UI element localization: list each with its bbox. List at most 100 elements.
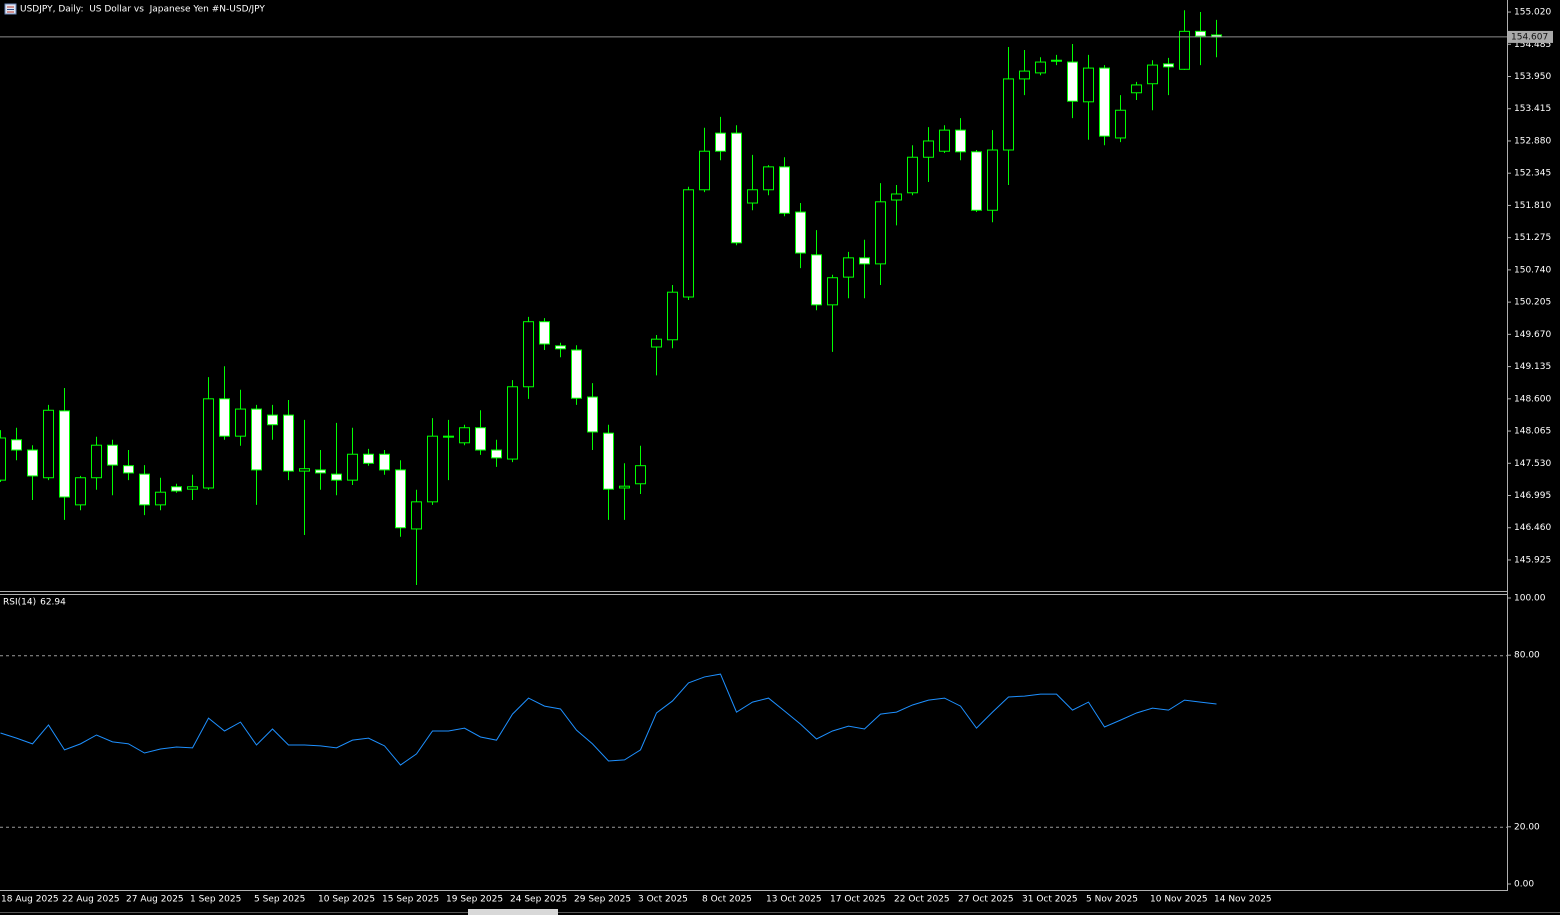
x-tick-label: 5 Nov 2025 [1086,895,1138,905]
x-tick-label: 13 Oct 2025 [766,895,822,905]
x-tick-label: 31 Oct 2025 [1022,895,1078,905]
candle-body [795,211,806,254]
candle-body [427,435,438,503]
candle-body [859,257,870,265]
candle-body [1115,109,1126,139]
candle-body [635,465,646,485]
x-tick-label: 17 Oct 2025 [830,895,886,905]
candle-body [1019,70,1030,80]
candle-body [491,449,502,459]
candle-body [923,140,934,158]
candle-body [1179,30,1190,70]
y-tick-label: 149.135 [1514,362,1551,372]
candle-body [571,349,582,399]
candle-body [715,132,726,152]
candle-body [203,398,214,489]
x-tick-label: 19 Sep 2025 [446,895,503,905]
y-tick-label: 80.00 [1514,651,1540,661]
y-tick-label: 150.205 [1514,298,1551,308]
candle-body [75,477,86,506]
indicator-name: RSI(14) [3,598,36,608]
candle-body [347,453,358,481]
y-tick-label: 149.670 [1514,330,1551,340]
candle-body [411,501,422,530]
x-tick-label: 10 Sep 2025 [318,895,375,905]
symbol-icon [4,3,17,15]
candle-body [155,491,166,506]
candle-body [955,129,966,153]
candle-body [875,201,886,265]
candle-body [331,473,342,481]
candle-body [251,408,262,471]
candle-body [475,427,486,451]
y-tick-label: 153.415 [1514,104,1551,114]
candle-body [747,189,758,204]
candle-body [1051,59,1062,62]
candle-body [1083,67,1094,103]
x-tick-label: 27 Aug 2025 [126,895,184,905]
x-tick-label: 1 Sep 2025 [190,895,241,905]
y-tick-label: 153.950 [1514,72,1551,82]
y-tick-label: 100.00 [1514,594,1546,604]
candle-body [299,468,310,472]
candle-body [1099,67,1110,137]
candle-body [283,414,294,472]
candle-body [827,277,838,306]
candle-body [843,257,854,278]
y-tick-label: 150.740 [1514,265,1551,275]
candle-body [1003,78,1014,151]
candle-body [667,291,678,341]
y-tick-label: 20.00 [1514,822,1540,832]
candle-body [891,193,902,201]
y-tick-label: 152.880 [1514,136,1551,146]
y-tick-label: 145.925 [1514,555,1551,565]
y-tick-label: 148.065 [1514,427,1551,437]
candle-body [1163,63,1174,68]
chart-title: USDJPY, Daily: US Dollar vs Japanese Yen… [20,5,265,15]
candle-body [507,386,518,460]
candle-body [811,254,822,306]
x-tick-label: 8 Oct 2025 [702,895,752,905]
candle-body [123,465,134,474]
candle-body [907,156,918,194]
candle-body [267,414,278,426]
candle-body [939,129,950,152]
candle-body [763,166,774,191]
x-tick-label: 15 Sep 2025 [382,895,439,905]
candle-body [587,396,598,433]
y-tick-label: 152.345 [1514,169,1551,179]
last-price-label: 154.607 [1511,32,1548,42]
candle-body [187,486,198,490]
candle-body [43,409,54,479]
y-tick-label: 155.020 [1514,8,1551,18]
y-tick-label: 146.995 [1514,491,1551,501]
y-tick-label: 0.00 [1514,880,1534,890]
candle-body [11,439,22,451]
candle-body [619,485,630,489]
candle-body [27,449,38,477]
y-tick-label: 146.460 [1514,523,1551,533]
candle-body [539,321,550,345]
y-tick-label: 151.810 [1514,201,1551,211]
candle-body [1131,84,1142,94]
indicator-value: 62.94 [40,598,66,608]
candle-body [459,427,470,444]
candle-body [219,398,230,437]
x-tick-label: 10 Nov 2025 [1150,895,1208,905]
candle-body [699,150,710,191]
x-tick-label: 14 Nov 2025 [1214,895,1272,905]
x-tick-label: 27 Oct 2025 [958,895,1014,905]
y-tick-label: 151.275 [1514,233,1551,243]
candle-body [59,410,70,498]
y-tick-label: 147.530 [1514,459,1551,469]
candle-body [107,444,118,466]
candle-body [779,166,790,214]
candle-body [0,437,6,481]
candle-body [555,345,566,350]
candle-body [443,435,454,438]
candle-body [171,486,182,492]
x-tick-label: 3 Oct 2025 [638,895,688,905]
candle-body [603,432,614,490]
